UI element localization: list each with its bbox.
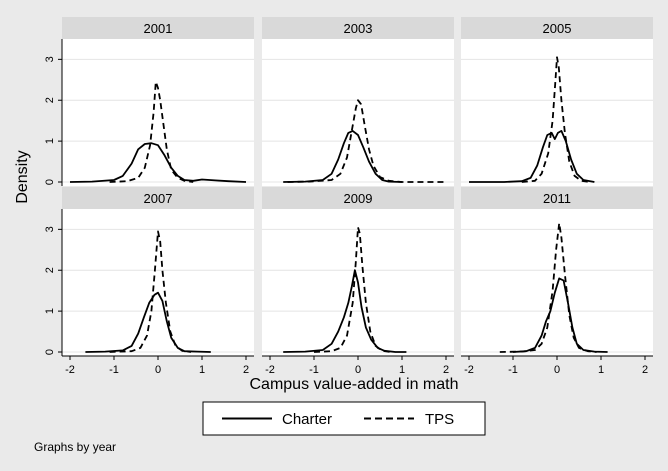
panel-title: 2001 — [144, 21, 173, 36]
y-tick-label: 2 — [44, 97, 56, 103]
panel-title: 2009 — [344, 191, 373, 206]
x-tick-label: 0 — [554, 364, 560, 376]
panel-grid: 2001 0 1 2 3 2003 2005 2007 0 1 2 3 2009 2011 — [44, 17, 653, 357]
x-tick-label: 2 — [443, 364, 449, 376]
legend-label-charter: Charter — [282, 411, 332, 428]
x-tick-label: -1 — [508, 364, 518, 376]
panel-header — [62, 187, 254, 209]
panel-2007: 2007 0 1 2 3 — [44, 187, 254, 357]
panel-header — [262, 17, 454, 39]
y-tick-label: 3 — [44, 56, 56, 62]
legend-label-tps: TPS — [425, 411, 454, 428]
panel-header — [62, 17, 254, 39]
series-tps-line — [109, 80, 194, 183]
y-tick-label: 0 — [44, 349, 56, 355]
x-tick-label: -2 — [65, 364, 75, 376]
x-axis-label: Campus value-added in math — [249, 376, 458, 393]
panel-title: 2005 — [543, 21, 572, 36]
y-tick-label: 1 — [44, 138, 56, 144]
chart-note: Graphs by year — [34, 440, 116, 454]
panel-2011: 2011 — [461, 187, 653, 357]
legend: Charter TPS — [202, 401, 486, 436]
panel-title: 2003 — [344, 21, 373, 36]
panel-2001: 2001 0 1 2 3 — [44, 17, 254, 186]
panel-header — [461, 17, 653, 39]
panel-title: 2011 — [543, 191, 571, 206]
panel-header — [461, 187, 653, 209]
x-tick-label: 1 — [399, 364, 405, 376]
x-tick-label: 1 — [199, 364, 205, 376]
y-tick-label: 0 — [44, 179, 56, 185]
panel-2005: 2005 — [461, 17, 653, 186]
y-axis-label: Density — [14, 150, 31, 203]
x-tick-label: -1 — [309, 364, 319, 376]
x-tick-label: 1 — [598, 364, 604, 376]
panel-2009: 2009 — [262, 187, 454, 357]
panel-header — [262, 187, 454, 209]
plot-area — [262, 39, 454, 186]
series-tps-line — [109, 230, 192, 353]
y-tick-label: 1 — [44, 308, 56, 314]
x-tick-label: 2 — [243, 364, 249, 376]
y-tick-label: 3 — [44, 226, 56, 232]
x-tick-label: 0 — [155, 364, 161, 376]
x-tick-label: -1 — [109, 364, 119, 376]
x-axis-ticks: -2 -1 0 1 2 -2 -1 0 1 2 -2 -1 0 1 2 — [65, 356, 648, 376]
panel-2003: 2003 — [262, 17, 454, 186]
x-tick-label: -2 — [265, 364, 275, 376]
panel-title: 2007 — [144, 191, 173, 206]
series-tps-line — [313, 226, 392, 353]
x-tick-label: -2 — [464, 364, 474, 376]
series-charter-line — [469, 130, 595, 183]
series-tps-line — [287, 99, 446, 183]
y-tick-label: 2 — [44, 267, 56, 273]
x-tick-label: 0 — [355, 364, 361, 376]
plot-area — [62, 39, 254, 186]
series-charter-line — [69, 142, 247, 183]
x-tick-label: 2 — [642, 364, 648, 376]
